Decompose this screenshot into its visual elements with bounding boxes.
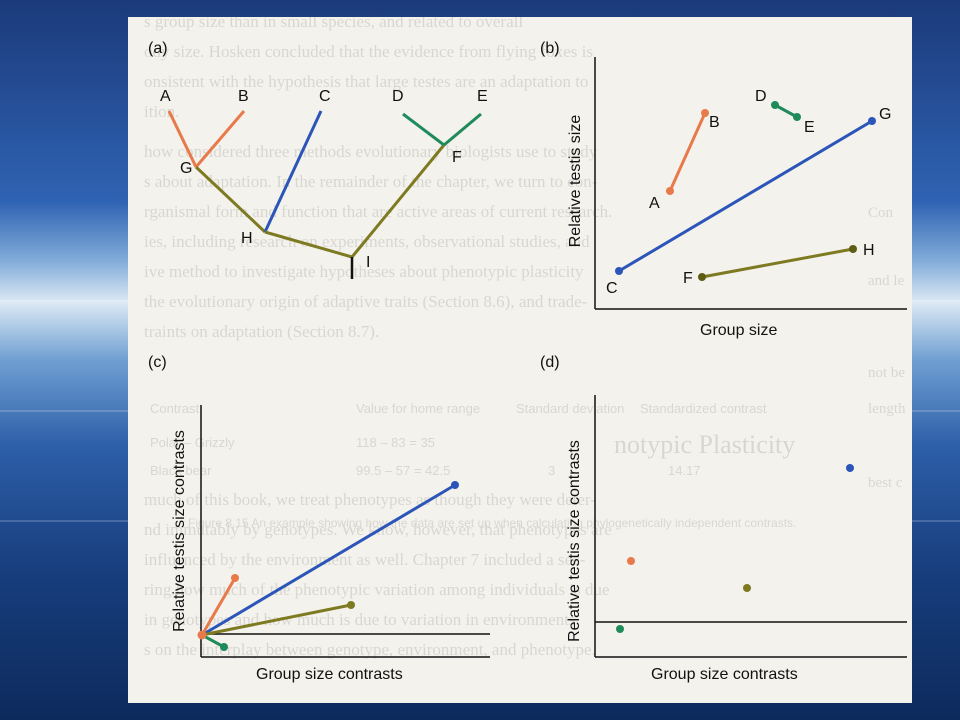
bg-margin: and le [868, 273, 905, 289]
panel-b-label: (b) [540, 40, 560, 57]
bg-line: how considered three methods evolutionar… [144, 142, 598, 161]
point-label-a: A [649, 195, 660, 212]
bg-table-header: Standardized contrast [640, 401, 767, 416]
panel-d-label: (d) [540, 354, 560, 371]
node-label-f: F [452, 149, 462, 166]
bg-table-cell: 14.17 [668, 463, 701, 478]
branch-h-c [263, 110, 323, 233]
bg-line: s on the interplay between genotype, env… [144, 640, 596, 659]
contrast-point-green [220, 643, 228, 651]
contrast-point-olive [347, 601, 355, 609]
contrast-point-blue [846, 464, 854, 472]
bg-margin: length [868, 401, 906, 417]
tip-label-a: A [160, 88, 171, 105]
segment-c-g [618, 119, 873, 273]
contrast-line-blue [201, 483, 456, 637]
bg-table-cell: 118 – 83 = 35 [356, 435, 435, 450]
contrast-point-olive [743, 584, 751, 592]
tip-label-d: D [392, 88, 404, 105]
bg-heading: notypic Plasticity [614, 430, 795, 459]
bg-table-cell: 3 [548, 463, 555, 478]
segment-a-b [668, 112, 707, 192]
bg-margin: best c [868, 475, 903, 491]
bg-line: rganismal form and function that are act… [144, 202, 612, 221]
tip-label-e: E [477, 88, 488, 105]
point-a [666, 187, 674, 195]
branch-g-a [167, 110, 198, 168]
point-label-h: H [863, 242, 875, 259]
point-label-c: C [606, 280, 618, 297]
branch-h-g [194, 165, 267, 234]
contrast-point-orange [231, 574, 239, 582]
bg-margin: Con [868, 205, 894, 221]
bg-line: the evolutionary origin of adaptive trai… [144, 292, 588, 311]
point-h [849, 245, 857, 253]
tip-label-b: B [238, 88, 249, 105]
y-axis-label-b: Relative testis size [567, 115, 584, 248]
x-axis-label-b: Group size [700, 322, 777, 339]
point-label-b: B [709, 114, 720, 131]
point-label-e: E [804, 119, 815, 136]
panel-c-label: (c) [148, 354, 167, 371]
point-e [793, 113, 801, 121]
panel-b: (b) Relative testis size Group size A B … [540, 40, 907, 339]
x-axis-label-c: Group size contrasts [256, 666, 403, 683]
contrast-point-green [616, 625, 624, 633]
contrast-origin-point [197, 630, 207, 640]
branch-f-d [402, 112, 445, 147]
point-b [701, 109, 709, 117]
node-label-g: G [180, 160, 192, 177]
point-g [868, 117, 876, 125]
bg-margin: not be [868, 365, 905, 381]
branch-g-b [194, 110, 246, 168]
branch-i-f [350, 144, 446, 258]
y-axis-label-c: Relative testis size contrasts [171, 430, 188, 632]
x-axis-label-d: Group size contrasts [651, 666, 798, 683]
textbook-page: s group size than in small species, and … [128, 17, 912, 703]
tip-label-c: C [319, 88, 331, 105]
bg-line: influenced by the environment as well. C… [144, 550, 586, 569]
bg-line: ring how much of the phenotypic variatio… [144, 580, 610, 599]
point-label-g: G [879, 106, 891, 123]
panel-d: (d) Relative testis size contrasts Group… [540, 354, 907, 683]
point-label-d: D [755, 88, 767, 105]
bg-line: ody size. Hosken concluded that the evid… [144, 42, 593, 61]
point-c [615, 267, 623, 275]
bg-caption: Figure 8.15 An example showing how the d… [188, 516, 796, 530]
panel-a-label: (a) [148, 40, 168, 57]
contrast-point-blue [451, 481, 459, 489]
bg-table-header: Value for home range [356, 401, 480, 416]
bg-line: traints on adaptation (Section 8.7). [144, 322, 379, 341]
contrast-line-orange [200, 577, 237, 636]
bg-table-header: Contrast [150, 401, 200, 416]
node-label-i: I [366, 254, 370, 271]
bg-table-cell: 99.5 – 57 = 42.5 [356, 463, 450, 478]
y-axis-label-d: Relative testis size contrasts [566, 440, 583, 642]
panel-c: (c) Relative testis size contrasts Group… [148, 354, 490, 683]
figure: (a) A B C D E G H F I (b) Relative testi [148, 40, 907, 683]
panel-a: (a) A B C D E G H F I [148, 40, 488, 279]
bg-table-header: Standard deviation [516, 401, 624, 416]
bg-table-cell: Black bear [150, 463, 212, 478]
point-label-f: F [683, 270, 693, 287]
bg-line: ies, including research on experiments, … [144, 232, 590, 251]
bg-line: onsistent with the hypothesis that large… [144, 72, 588, 91]
bg-line: ive method to investigate hypotheses abo… [144, 262, 584, 281]
point-f [698, 273, 706, 281]
segment-f-h [701, 247, 854, 279]
bg-table-cell: Polar – Grizzly [150, 435, 235, 450]
branch-i-h [264, 230, 353, 259]
background-text-layer: s group size than in small species, and … [144, 17, 906, 659]
contrast-point-orange [627, 557, 635, 565]
branch-f-e [443, 112, 482, 147]
bg-line: much of this book, we treat phenotypes a… [144, 490, 596, 509]
segment-d-e [774, 103, 798, 119]
contrast-line-olive [201, 603, 352, 637]
bg-line: s group size than in small species, and … [144, 17, 523, 31]
node-label-h: H [241, 230, 253, 247]
bg-line: s about adaptation. In the remainder of … [144, 172, 598, 191]
point-d [771, 101, 779, 109]
